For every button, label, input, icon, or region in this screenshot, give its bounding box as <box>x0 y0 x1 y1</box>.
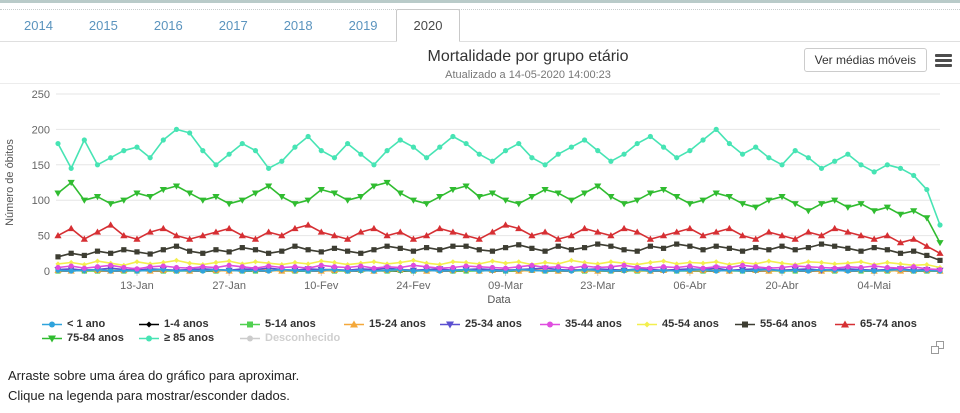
legend-marker-icon <box>139 321 159 327</box>
series-35-44-anos <box>55 262 943 273</box>
legend-item-55-64-anos[interactable]: 55-64 anos <box>735 318 835 330</box>
legend-label: 1-4 anos <box>164 318 209 330</box>
chart-help-text: Arraste sobre uma área do gráfico para a… <box>8 366 299 406</box>
moving-averages-button[interactable]: Ver médias móveis <box>803 48 927 72</box>
legend-marker-icon <box>540 321 560 327</box>
y-tick-label: 200 <box>32 124 50 136</box>
legend-marker-icon <box>637 321 657 327</box>
hamburger-menu-icon[interactable] <box>935 53 952 67</box>
legend-item-45-54-anos[interactable]: 45-54 anos <box>637 318 735 330</box>
legend-item--85-anos[interactable]: ≥ 85 anos <box>139 332 240 344</box>
help-line-zoom: Arraste sobre uma área do gráfico para a… <box>8 368 300 383</box>
x-axis-title: Data <box>487 294 511 306</box>
x-tick-label: 10-Fev <box>304 280 339 292</box>
chart-subtitle: Atualizado a 14-05-2020 14:00:23 <box>445 69 611 81</box>
axes: 0 50 100 150 200 250 13-Jan 27-Jan 10-Fev 24-Fev 0… <box>4 89 940 306</box>
chart-header: Mortalidade por grupo etário Atualizado … <box>0 42 960 84</box>
legend-item-35-44-anos[interactable]: 35-44 anos <box>540 318 637 330</box>
x-tick-label: 04-Mai <box>857 280 891 292</box>
legend-label: 15-24 anos <box>369 318 426 330</box>
legend-marker-icon <box>344 320 364 327</box>
legend-label: Desconhecido <box>265 332 341 344</box>
legend-label: < 1 ano <box>67 318 106 330</box>
x-tick-label: 24-Fev <box>396 280 431 292</box>
y-tick-label: 0 <box>44 266 50 278</box>
legend-label: 35-44 anos <box>565 318 622 330</box>
x-tick-label: 06-Abr <box>673 280 706 292</box>
help-line-legend: Clique na legenda para mostrar/esconder … <box>8 388 290 403</box>
tab-2014[interactable]: 2014 <box>24 18 53 33</box>
series-65-74-anos <box>54 221 944 256</box>
copy-chart-icon[interactable] <box>931 341 944 354</box>
x-tick-label: 23-Mar <box>580 280 615 292</box>
legend-marker-icon <box>735 321 755 327</box>
legend-item-5-14-anos[interactable]: 5-14 anos <box>240 318 344 330</box>
tab-2017[interactable]: 2017 <box>218 18 248 33</box>
page-top-accent <box>0 0 960 3</box>
series-75-84-anos <box>54 179 944 247</box>
tab-2016[interactable]: 2016 <box>153 18 183 33</box>
legend-label: 25-34 anos <box>465 318 522 330</box>
tab-2018[interactable]: 2018 <box>283 18 313 33</box>
y-tick-label: 250 <box>32 89 50 101</box>
legend-label: 55-64 anos <box>760 318 817 330</box>
tab-2020[interactable]: 2020 <box>395 9 461 42</box>
mortality-line-chart[interactable]: 0 50 100 150 200 250 13-Jan 27-Jan 10-Fev 24-Fev 0… <box>0 84 960 309</box>
year-tabbar: 2014 2015 2016 2017 2018 2019 2020 <box>0 9 960 42</box>
series--85-anos <box>55 126 943 228</box>
x-tick-label: 13-Jan <box>120 280 154 292</box>
legend-label: 75-84 anos <box>67 332 124 344</box>
legend-item-1-4-anos[interactable]: 1-4 anos <box>139 318 240 330</box>
y-tick-label: 150 <box>32 160 50 172</box>
legend-item-25-34-anos[interactable]: 25-34 anos <box>440 318 540 330</box>
x-tick-label: 27-Jan <box>212 280 246 292</box>
x-tick-label: 09-Mar <box>488 280 523 292</box>
y-tick-label: 100 <box>32 195 50 207</box>
legend-item-75-84-anos[interactable]: 75-84 anos <box>42 332 139 344</box>
legend-label: 65-74 anos <box>860 318 917 330</box>
legend-marker-icon <box>42 335 62 342</box>
legend-marker-icon <box>42 321 62 327</box>
header-actions: Ver médias móveis <box>803 48 952 72</box>
y-tick-label: 50 <box>38 231 50 243</box>
legend-marker-icon <box>440 321 460 328</box>
legend-marker-icon <box>139 335 159 341</box>
legend-marker-icon <box>835 320 855 327</box>
tab-2019[interactable]: 2019 <box>348 18 378 33</box>
chart-title: Mortalidade por grupo etário <box>427 48 629 65</box>
series-55-64-anos <box>55 241 943 263</box>
legend-label: 5-14 anos <box>265 318 316 330</box>
x-tick-label: 20-Abr <box>766 280 799 292</box>
chart-area: 0 50 100 150 200 250 13-Jan 27-Jan 10-Fev 24-Fev 0… <box>0 84 960 314</box>
tab-2015[interactable]: 2015 <box>88 18 118 33</box>
legend-item-65-74-anos[interactable]: 65-74 anos <box>835 318 960 330</box>
y-axis-title: Número de óbitos <box>4 139 16 226</box>
legend-label: 45-54 anos <box>662 318 719 330</box>
legend-item-desconhecido[interactable]: Desconhecido <box>240 332 344 344</box>
legend-marker-icon <box>240 321 260 327</box>
legend-marker-icon <box>240 335 260 341</box>
legend-label: ≥ 85 anos <box>164 332 215 344</box>
chart-legend: < 1 ano 1-4 anos 5-14 anos 15-24 anos 25-34 … <box>42 318 960 344</box>
series--1-ano <box>55 266 943 274</box>
legend-item-15-24-anos[interactable]: 15-24 anos <box>344 318 440 330</box>
legend-item--1-ano[interactable]: < 1 ano <box>42 318 139 330</box>
